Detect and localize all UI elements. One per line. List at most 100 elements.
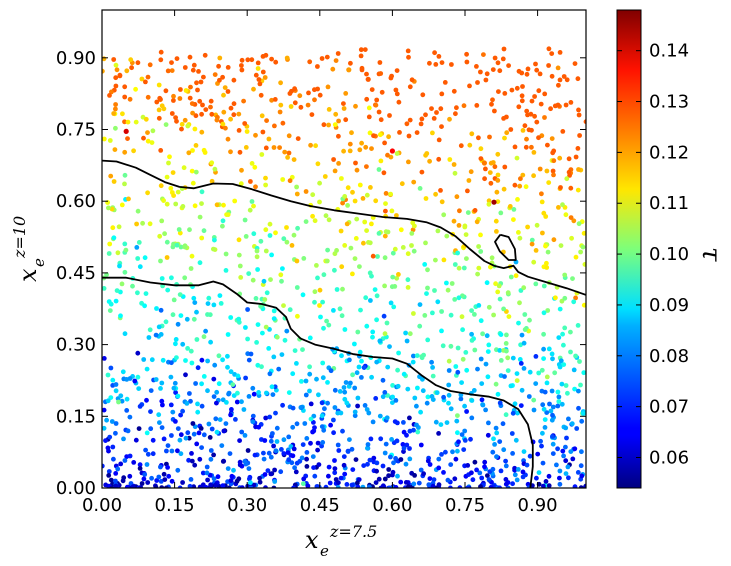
- scatter-point: [355, 329, 361, 335]
- scatter-point: [111, 456, 116, 462]
- scatter-point: [364, 323, 370, 329]
- scatter-point: [245, 307, 251, 312]
- scatter-point: [531, 150, 537, 155]
- scatter-point: [273, 230, 278, 236]
- scatter-point: [409, 77, 415, 83]
- scatter-point: [452, 297, 458, 302]
- scatter-point: [463, 232, 469, 238]
- scatter-point: [469, 131, 475, 137]
- scatter-point: [388, 454, 393, 460]
- scatter-point: [341, 148, 346, 154]
- scatter-point: [562, 295, 568, 301]
- scatter-point: [354, 370, 360, 376]
- scatter-point: [146, 335, 152, 340]
- scatter-point: [172, 380, 178, 386]
- scatter-point: [124, 408, 130, 413]
- scatter-point: [116, 399, 121, 405]
- scatter-point: [278, 272, 284, 278]
- scatter-point: [163, 88, 169, 94]
- scatter-point: [494, 430, 500, 436]
- scatter-point: [320, 440, 326, 445]
- scatter-point: [558, 185, 563, 190]
- scatter-point: [298, 405, 304, 410]
- scatter-point: [225, 212, 231, 218]
- scatter-point: [282, 149, 288, 155]
- scatter-point: [314, 376, 319, 382]
- scatter-point: [538, 438, 543, 444]
- scatter-point: [563, 471, 569, 476]
- scatter-point: [339, 313, 345, 319]
- scatter-point: [302, 421, 308, 426]
- scatter-point: [303, 392, 309, 398]
- scatter-point: [250, 277, 256, 283]
- scatter-point: [341, 454, 347, 459]
- scatter-point: [520, 469, 526, 475]
- scatter-point: [512, 472, 518, 478]
- scatter-point: [111, 235, 117, 241]
- scatter-point: [546, 473, 552, 479]
- scatter-point: [573, 295, 578, 301]
- scatter-point: [187, 54, 193, 60]
- scatter-point: [178, 313, 184, 318]
- scatter-point: [366, 410, 372, 416]
- scatter-point: [255, 322, 261, 327]
- scatter-point: [239, 485, 245, 488]
- scatter-point: [448, 485, 453, 488]
- scatter-point: [280, 402, 285, 408]
- scatter-point: [220, 483, 226, 488]
- scatter-point: [471, 388, 477, 393]
- scatter-point: [449, 62, 454, 67]
- scatter-point: [291, 446, 297, 452]
- scatter-point: [159, 276, 165, 281]
- scatter-point: [293, 469, 299, 475]
- scatter-point: [468, 169, 474, 175]
- scatter-point: [248, 351, 254, 357]
- scatter-point: [363, 144, 369, 150]
- scatter-point: [370, 329, 376, 335]
- scatter-point: [452, 262, 458, 267]
- scatter-point: [310, 454, 316, 459]
- scatter-point: [396, 350, 401, 356]
- scatter-point: [159, 103, 165, 109]
- scatter-point: [429, 359, 434, 365]
- scatter-point: [228, 105, 234, 111]
- scatter-point: [250, 419, 256, 425]
- scatter-point: [284, 225, 289, 230]
- scatter-point: [542, 91, 548, 97]
- scatter-point: [241, 407, 247, 412]
- scatter-point: [435, 228, 441, 234]
- scatter-point: [341, 385, 347, 390]
- scatter-point: [389, 437, 394, 442]
- scatter-point: [253, 296, 259, 301]
- scatter-point: [550, 412, 555, 418]
- scatter-point: [290, 371, 296, 377]
- scatter-point: [332, 466, 338, 471]
- scatter-point: [448, 462, 454, 467]
- scatter-point: [181, 165, 187, 171]
- scatter-point: [195, 401, 200, 407]
- scatter-point: [576, 107, 581, 113]
- scatter-point: [520, 127, 526, 133]
- scatter-point: [459, 432, 465, 437]
- scatter-point: [531, 407, 537, 413]
- scatter-point: [494, 189, 500, 195]
- scatter-point: [513, 273, 519, 279]
- scatter-point: [444, 280, 449, 286]
- scatter-point: [542, 417, 548, 422]
- scatter-point: [255, 60, 261, 66]
- scatter-point: [104, 272, 109, 277]
- colorbar-ticks: 0.060.070.080.090.100.110.120.130.14: [617, 41, 689, 468]
- colorbar-tick-label: 0.12: [649, 142, 689, 163]
- scatter-point: [327, 480, 333, 486]
- scatter-point: [546, 180, 552, 186]
- scatter-point: [132, 378, 138, 384]
- scatter-point: [343, 380, 349, 385]
- scatter-point: [557, 77, 563, 83]
- scatter-point: [217, 417, 223, 422]
- scatter-point: [148, 426, 154, 432]
- scatter-point: [462, 403, 467, 409]
- scatter-point: [464, 51, 469, 57]
- scatter-point: [549, 73, 555, 79]
- scatter-point: [254, 340, 259, 345]
- scatter-point: [355, 403, 360, 409]
